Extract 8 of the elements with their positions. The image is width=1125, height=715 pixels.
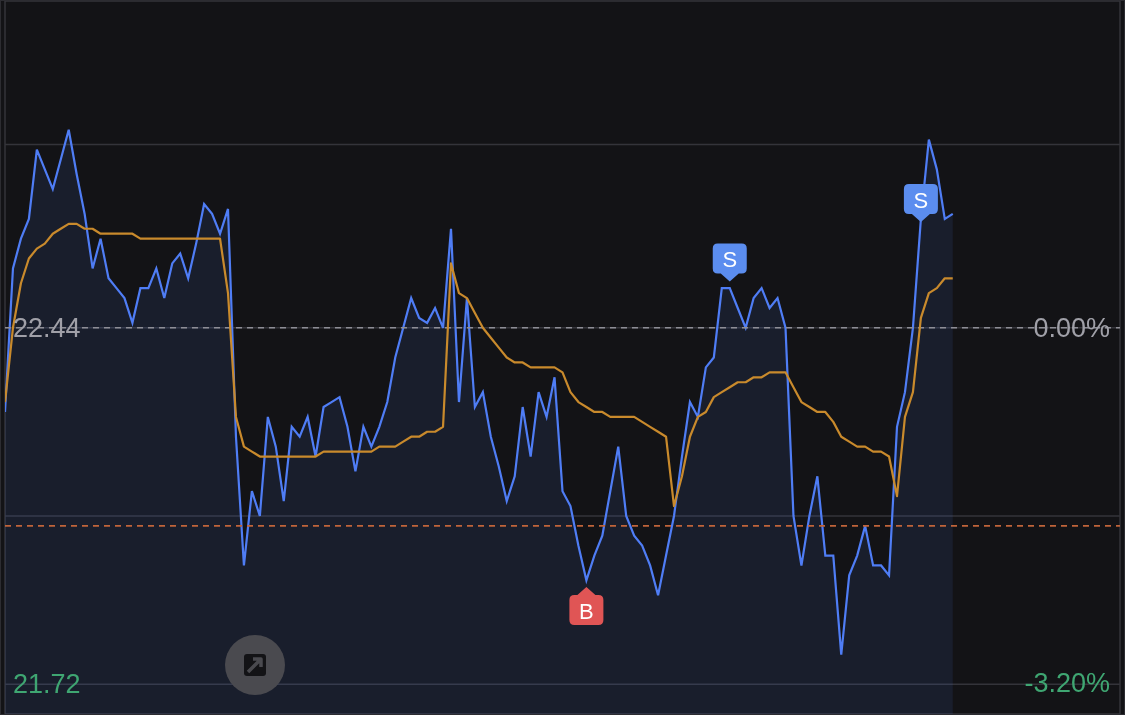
y2-tick-label: -3.20% [1024,667,1110,698]
y2-tick-label: 0.00% [1033,312,1110,343]
line-series [5,222,954,508]
y-tick-label: 21.72 [13,669,81,700]
y-tick-label: 22.44 [13,312,81,343]
data-label: S [913,187,929,213]
data-label: S [722,246,738,272]
data-label: B [579,598,594,624]
